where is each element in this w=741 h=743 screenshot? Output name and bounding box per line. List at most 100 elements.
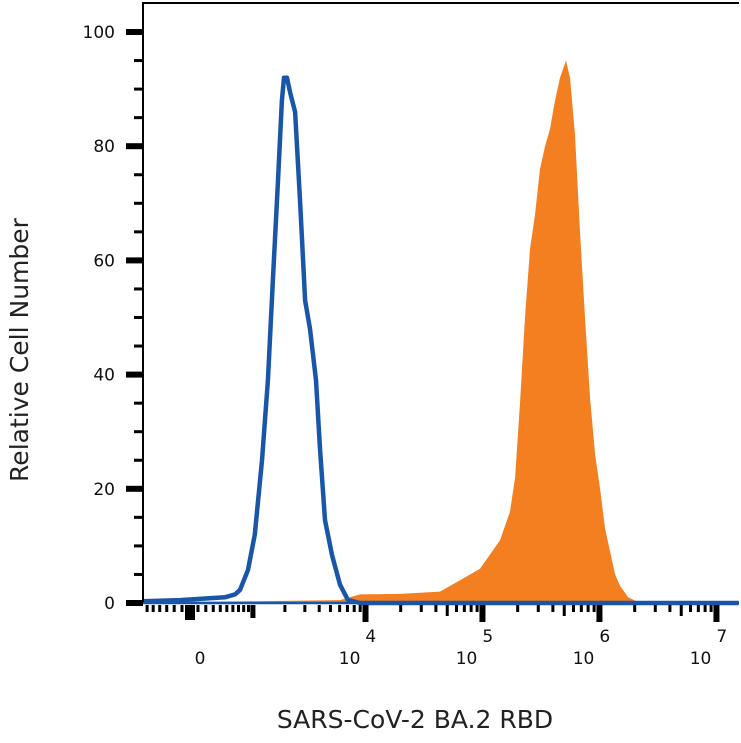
x-minor-tick <box>572 605 575 612</box>
x-minor-tick <box>204 605 208 612</box>
x-minor-tick <box>246 605 250 612</box>
y-major-tick <box>126 29 143 35</box>
x-minor-tick <box>633 605 637 612</box>
x-major-tick <box>362 605 369 622</box>
y-tick-label: 20 <box>93 480 115 500</box>
x-minor-tick <box>180 605 184 612</box>
plot-area <box>142 2 739 606</box>
x-minor-tick <box>242 605 246 612</box>
x-minor-tick <box>536 605 540 612</box>
x-minor-tick <box>562 605 566 616</box>
x-tick-base: 10 <box>690 649 712 669</box>
x-minor-tick <box>145 605 149 612</box>
x-minor-tick <box>653 605 657 612</box>
x-minor-tick <box>231 605 235 612</box>
x-minor-tick <box>586 605 590 612</box>
x-major-tick <box>713 605 720 622</box>
x-minor-tick <box>283 605 287 612</box>
x-tick-label: 107 <box>690 627 727 669</box>
y-major-tick <box>126 600 143 606</box>
x-minor-tick <box>218 605 222 612</box>
plot-frame <box>142 2 739 603</box>
x-minor-tick <box>709 605 713 612</box>
y-minor-tick <box>134 401 143 405</box>
x-minor-tick <box>196 605 200 612</box>
x-minor-tick <box>399 605 403 612</box>
x-minor-tick <box>462 605 466 612</box>
y-tick-label: 0 <box>104 594 115 614</box>
y-minor-tick <box>134 515 143 519</box>
y-minor-tick <box>134 344 143 348</box>
x-major-tick <box>596 605 603 622</box>
x-tick-exponent: 7 <box>716 627 727 647</box>
y-minor-tick <box>134 572 143 576</box>
x-minor-tick <box>516 605 520 612</box>
series-filled-histogram <box>143 60 739 603</box>
y-minor-tick <box>134 458 143 462</box>
x-minor-tick <box>419 605 423 612</box>
y-major-tick <box>126 371 143 378</box>
x-minor-tick <box>469 605 473 612</box>
x-tick-label: 106 <box>573 627 610 669</box>
x-tick-exponent: 6 <box>599 627 610 647</box>
x-minor-tick <box>328 605 332 612</box>
x-minor-tick <box>338 605 342 612</box>
x-minor-tick <box>592 605 596 612</box>
x-minor-tick <box>579 605 583 612</box>
x-tick-exponent: 4 <box>365 627 376 647</box>
x-minor-tick <box>317 605 321 612</box>
y-minor-tick <box>134 59 143 63</box>
y-tick-label: 40 <box>93 366 115 386</box>
x-tick-exponent: 5 <box>482 627 493 647</box>
y-minor-tick <box>134 544 143 548</box>
x-minor-tick <box>172 605 176 612</box>
y-axis: 0 20 40 60 80 100 <box>83 23 143 614</box>
y-major-tick <box>126 485 143 492</box>
x-tick-label: 0 <box>195 649 206 669</box>
y-tick-label: 60 <box>93 251 115 271</box>
x-minor-tick <box>358 605 362 612</box>
x-tick-base: 10 <box>573 649 595 669</box>
y-minor-tick <box>134 430 143 434</box>
x-major-tick <box>185 605 195 620</box>
x-minor-tick <box>352 605 356 612</box>
y-major-tick <box>126 143 143 150</box>
y-minor-tick <box>134 87 143 91</box>
x-minor-tick <box>455 605 459 612</box>
x-minor-tick <box>703 605 707 612</box>
x-tick-base: 10 <box>339 649 361 669</box>
x-minor-tick <box>679 605 683 616</box>
x-tick-label: 105 <box>456 627 493 669</box>
x-minor-tick <box>151 605 155 612</box>
x-tick-base: 0 <box>195 649 206 669</box>
x-minor-tick <box>551 605 555 612</box>
x-minor-tick <box>668 605 672 612</box>
x-major-tick <box>250 605 256 618</box>
y-tick-label: 80 <box>93 137 115 157</box>
y-minor-tick <box>134 230 143 234</box>
y-minor-tick <box>134 287 143 291</box>
y-minor-tick <box>134 201 143 205</box>
x-major-tick <box>479 605 486 622</box>
y-tick-label: 100 <box>83 23 115 43</box>
x-tick-base: 10 <box>456 649 478 669</box>
y-minor-tick <box>134 116 143 120</box>
x-minor-tick <box>345 605 349 612</box>
x-minor-tick <box>696 605 700 612</box>
series-line-histogram <box>142 75 739 606</box>
x-tick-label: 104 <box>339 627 376 669</box>
x-minor-tick <box>434 605 438 612</box>
x-minor-tick <box>165 605 169 612</box>
x-minor-tick <box>689 605 692 612</box>
x-minor-tick <box>445 605 449 616</box>
x-minor-tick <box>236 605 240 612</box>
y-axis-title: Relative Cell Number <box>5 217 34 482</box>
x-minor-tick <box>475 605 479 612</box>
y-minor-tick <box>134 173 143 177</box>
x-minor-tick <box>303 605 307 612</box>
x-minor-tick <box>158 605 162 612</box>
x-axis-title: SARS-CoV-2 BA.2 RBD <box>277 705 553 734</box>
y-minor-tick <box>134 316 143 319</box>
